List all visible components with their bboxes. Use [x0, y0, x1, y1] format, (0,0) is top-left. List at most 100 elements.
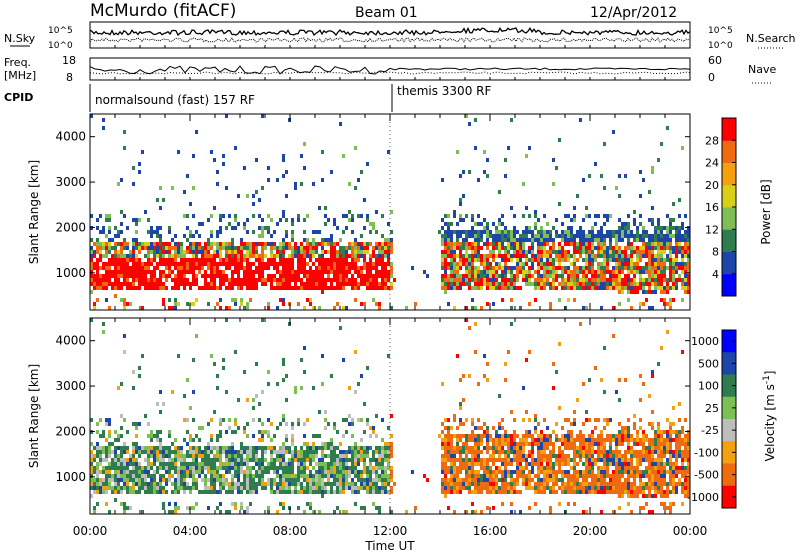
- heatmap-cell: [153, 286, 156, 290]
- heatmap-cell: [459, 450, 462, 454]
- heatmap-cell: [663, 290, 666, 294]
- heatmap-cell: [240, 266, 243, 270]
- heatmap-cell: [492, 438, 495, 442]
- heatmap-cell: [567, 242, 570, 246]
- heatmap-cell: [633, 282, 636, 286]
- heatmap-cell: [660, 290, 663, 294]
- heatmap-cell: [387, 222, 390, 226]
- heatmap-cell: [555, 258, 558, 262]
- heatmap-cell: [153, 230, 156, 234]
- heatmap-cell: [561, 438, 564, 442]
- heatmap-cell: [285, 474, 288, 478]
- heatmap-cell: [231, 482, 234, 486]
- heatmap-cell: [525, 206, 528, 210]
- heatmap-cell: [102, 246, 105, 250]
- heatmap-cell: [174, 262, 177, 266]
- heatmap-cell: [132, 254, 135, 258]
- heatmap-cell: [141, 474, 144, 478]
- heatmap-cell: [357, 382, 360, 386]
- heatmap-cell: [501, 282, 504, 286]
- heatmap-cell: [582, 270, 585, 274]
- heatmap-cell: [321, 478, 324, 482]
- heatmap-cell: [357, 462, 360, 466]
- heatmap-cell: [510, 434, 513, 438]
- heatmap-cell: [627, 230, 630, 234]
- heatmap-cell: [552, 286, 555, 290]
- heatmap-cell: [90, 450, 93, 454]
- heatmap-cell: [489, 438, 492, 442]
- heatmap-cell: [366, 418, 369, 422]
- heatmap-cell: [441, 442, 444, 446]
- heatmap-cell: [462, 434, 465, 438]
- heatmap-cell: [480, 434, 483, 438]
- heatmap-cell: [288, 246, 291, 250]
- heatmap-cell: [231, 286, 234, 290]
- heatmap-cell: [273, 482, 276, 486]
- heatmap-cell: [108, 486, 111, 490]
- heatmap-cell: [459, 282, 462, 286]
- heatmap-cell: [492, 286, 495, 290]
- heatmap-cell: [378, 450, 381, 454]
- heatmap-cell: [360, 418, 363, 422]
- heatmap-cell: [522, 242, 525, 246]
- heatmap-cell: [651, 282, 654, 286]
- heatmap-cell: [480, 474, 483, 478]
- heatmap-cell: [501, 446, 504, 450]
- heatmap-cell: [636, 266, 639, 270]
- heatmap-cell: [600, 486, 603, 490]
- heatmap-cell: [282, 506, 285, 510]
- heatmap-cell: [522, 386, 525, 390]
- heatmap-cell: [591, 226, 594, 230]
- heatmap-cell: [492, 442, 495, 446]
- heatmap-cell: [189, 262, 192, 266]
- heatmap-cell: [489, 486, 492, 490]
- heatmap-cell: [459, 402, 462, 406]
- heatmap-cell: [513, 234, 516, 238]
- heatmap-cell: [117, 478, 120, 482]
- heatmap-cell: [342, 482, 345, 486]
- freq-traces: [89, 65, 691, 80]
- heatmap-cell: [123, 298, 126, 302]
- heatmap-cell: [588, 418, 591, 422]
- heatmap-cell: [453, 306, 456, 310]
- heatmap-cell: [132, 238, 135, 242]
- heatmap-cell: [627, 282, 630, 286]
- heatmap-cell: [531, 434, 534, 438]
- heatmap-cell: [291, 218, 294, 222]
- heatmap-cell: [309, 298, 312, 302]
- heatmap-cell: [261, 262, 264, 266]
- heatmap-cell: [456, 442, 459, 446]
- heatmap-cell: [588, 442, 591, 446]
- heatmap-cell: [531, 454, 534, 458]
- heatmap-cell: [141, 354, 144, 358]
- heatmap-cell: [246, 274, 249, 278]
- heatmap-cell: [540, 258, 543, 262]
- heatmap-cell: [594, 246, 597, 250]
- heatmap-cell: [129, 462, 132, 466]
- heatmap-cell: [477, 286, 480, 290]
- heatmap-cell: [189, 202, 192, 206]
- heatmap-cell: [579, 246, 582, 250]
- heatmap-cell: [117, 270, 120, 274]
- heatmap-cell: [642, 226, 645, 230]
- heatmap-cell: [525, 250, 528, 254]
- heatmap-cell: [321, 282, 324, 286]
- heatmap-cell: [135, 450, 138, 454]
- heatmap-cell: [498, 254, 501, 258]
- heatmap-cell: [156, 226, 159, 230]
- heatmap-cell: [150, 230, 153, 234]
- heatmap-cell: [288, 262, 291, 266]
- heatmap-cell: [444, 262, 447, 266]
- heatmap-cell: [108, 258, 111, 262]
- heatmap-cell: [150, 258, 153, 262]
- heatmap-cell: [198, 286, 201, 290]
- heatmap-cell: [555, 250, 558, 254]
- heatmap-cell: [195, 462, 198, 466]
- heatmap-cell: [633, 234, 636, 238]
- heatmap-cell: [687, 250, 690, 254]
- heatmap-cell: [321, 274, 324, 278]
- heatmap-cell: [117, 182, 120, 186]
- heatmap-cell: [135, 482, 138, 486]
- heatmap-cell: [162, 490, 165, 494]
